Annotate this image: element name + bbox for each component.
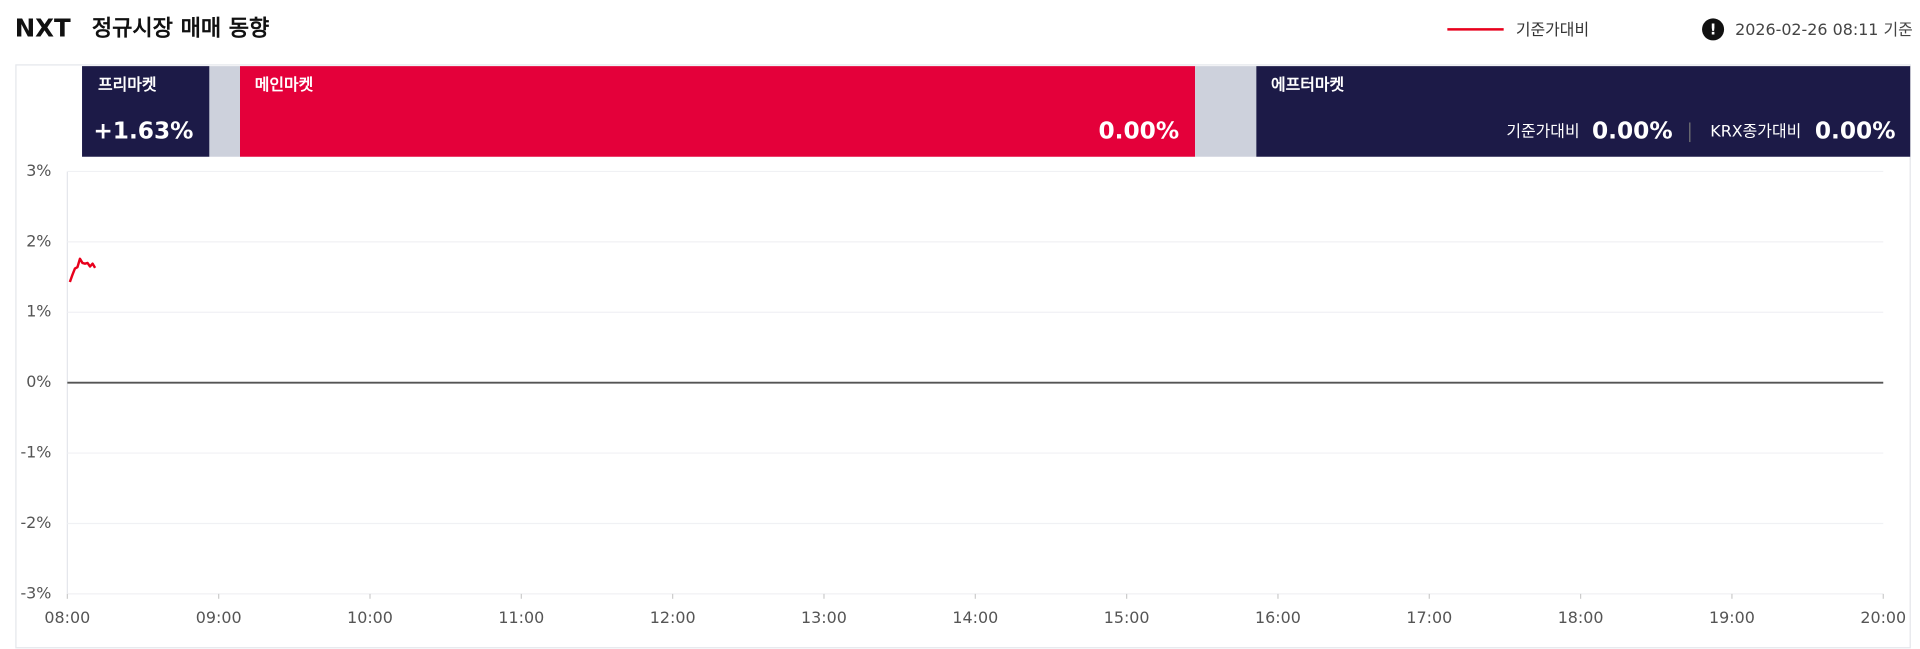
x-tick-label: 11:00	[498, 608, 544, 627]
panel-value: +1.63%	[93, 118, 193, 145]
panel-sub-label: 기준가대비	[1506, 122, 1579, 141]
x-tick-label: 08:00	[44, 608, 90, 627]
x-tick-label: 17:00	[1406, 608, 1452, 627]
panel-label: 에프터마켓	[1271, 75, 1345, 94]
x-tick-label: 20:00	[1860, 608, 1906, 627]
info-icon[interactable]	[1702, 18, 1725, 41]
x-tick-label: 16:00	[1255, 608, 1301, 627]
y-tick-label: 3%	[26, 161, 51, 180]
y-tick-label: -1%	[20, 443, 51, 462]
x-tick-label: 14:00	[952, 608, 998, 627]
y-tick-label: -3%	[20, 583, 51, 602]
x-tick-label: 13:00	[801, 608, 847, 627]
x-tick-label: 09:00	[196, 608, 242, 627]
logo: NXT	[15, 13, 71, 42]
y-tick-label: 2%	[26, 231, 51, 250]
x-tick-label: 19:00	[1709, 608, 1755, 627]
y-tick-label: 0%	[26, 372, 51, 391]
panel-value: 0.00%	[1099, 118, 1180, 145]
x-tick-label: 15:00	[1104, 608, 1150, 627]
y-tick-label: -2%	[20, 513, 51, 532]
timestamp: 2026-02-26 08:11 기준	[1735, 20, 1913, 39]
x-tick-label: 18:00	[1558, 608, 1604, 627]
panel-sub-label: KRX종가대비	[1710, 122, 1801, 141]
panel-label: 메인마켓	[255, 75, 314, 94]
y-tick-label: 1%	[26, 302, 51, 321]
after-market-panel	[1256, 66, 1911, 157]
gap-panel	[1195, 66, 1257, 157]
page-title: 정규시장 매매 동향	[92, 16, 270, 41]
pre-market-panel	[82, 66, 210, 157]
info-icon-mark: !	[1710, 22, 1717, 39]
main-market-panel	[240, 66, 1196, 157]
panel-value: 0.00%	[1815, 118, 1896, 145]
panel-value: 0.00%	[1592, 118, 1673, 145]
x-tick-label: 12:00	[650, 608, 696, 627]
legend-label: 기준가대비	[1516, 20, 1589, 39]
gap-panel	[209, 66, 240, 157]
chart-frame	[15, 64, 1911, 649]
series-line	[68, 257, 97, 283]
x-tick-label: 10:00	[347, 608, 393, 627]
panel-label: 프리마켓	[98, 75, 157, 94]
